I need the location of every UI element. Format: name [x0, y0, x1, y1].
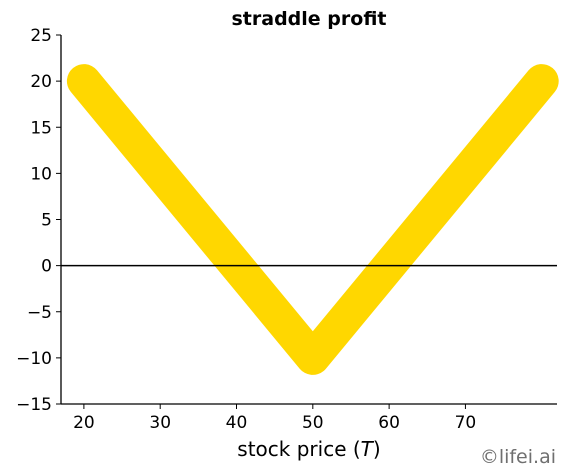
x-tick-label: 70	[455, 413, 477, 433]
y-tick-label: −5	[27, 303, 52, 323]
x-tick-label: 50	[302, 413, 324, 433]
watermark: ©lifei.ai	[480, 446, 556, 468]
x-axis-label: stock price (T)	[237, 437, 380, 461]
y-tick-label: 10	[30, 164, 52, 184]
x-tick-label: 20	[73, 413, 95, 433]
y-tick-label: 5	[41, 211, 52, 231]
y-tick-label: 25	[30, 26, 52, 46]
chart-title: straddle profit	[232, 8, 387, 30]
series-line-0	[66, 64, 559, 375]
y-tick-label: −15	[16, 395, 52, 415]
x-tick-label: 60	[378, 413, 400, 433]
y-tick-label: 0	[41, 257, 52, 277]
x-tick-label: 30	[149, 413, 171, 433]
y-tick-label: −10	[16, 349, 52, 369]
y-tick-label: 20	[30, 72, 52, 92]
y-tick-label: 15	[30, 118, 52, 138]
x-tick-label: 40	[226, 413, 248, 433]
